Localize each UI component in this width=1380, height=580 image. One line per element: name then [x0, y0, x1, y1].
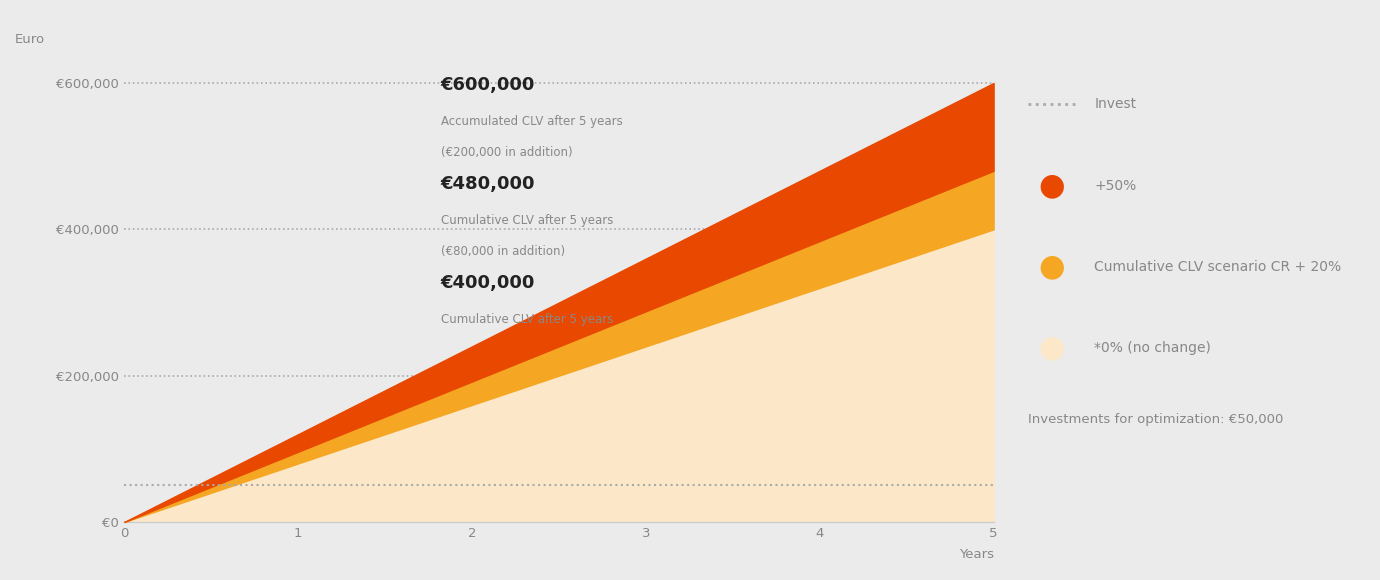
Text: Cumulative CLV after 5 years: Cumulative CLV after 5 years — [440, 214, 613, 227]
Y-axis label: Euro: Euro — [15, 34, 46, 46]
Text: *0% (no change): *0% (no change) — [1094, 341, 1212, 355]
Text: €480,000: €480,000 — [440, 175, 535, 193]
Text: (€200,000 in addition): (€200,000 in addition) — [440, 146, 573, 159]
Text: ●: ● — [1038, 171, 1065, 200]
Text: Invest: Invest — [1094, 97, 1137, 111]
Text: ●: ● — [1038, 334, 1065, 362]
Text: Cumulative CLV scenario CR + 20%: Cumulative CLV scenario CR + 20% — [1094, 260, 1341, 274]
Text: Cumulative CLV after 5 years: Cumulative CLV after 5 years — [440, 313, 613, 326]
Text: +50%: +50% — [1094, 179, 1137, 193]
Text: €400,000: €400,000 — [440, 274, 535, 292]
Text: (€80,000 in addition): (€80,000 in addition) — [440, 245, 564, 258]
Text: Investments for optimization: €50,000: Investments for optimization: €50,000 — [1028, 414, 1283, 426]
X-axis label: Years: Years — [959, 548, 994, 561]
Text: Accumulated CLV after 5 years: Accumulated CLV after 5 years — [440, 115, 622, 128]
Text: €600,000: €600,000 — [440, 77, 535, 95]
Text: ●: ● — [1038, 252, 1065, 281]
